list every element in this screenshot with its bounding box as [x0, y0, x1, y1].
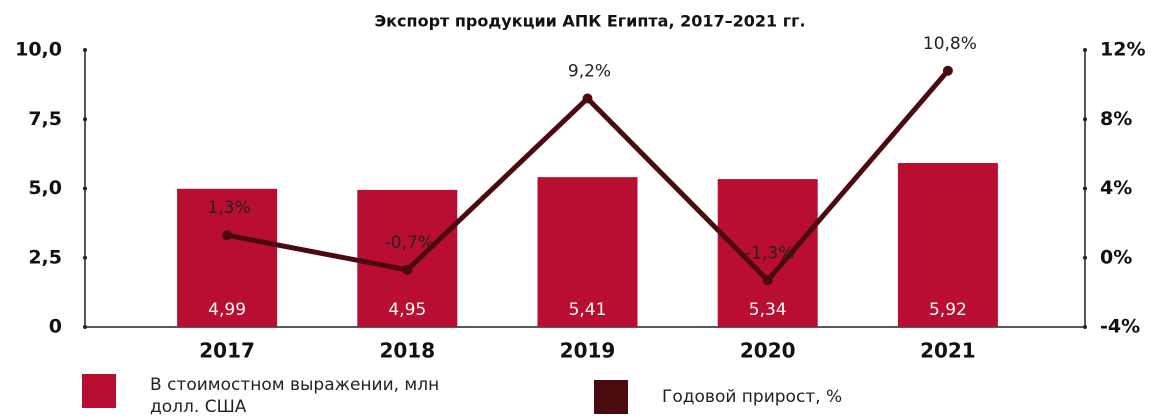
line-marker — [582, 93, 593, 104]
line-value-label: 1,3% — [207, 198, 250, 218]
y-tick-label: 5,0 — [28, 177, 62, 199]
y-tick-label: 10,0 — [15, 39, 62, 61]
tick-mark — [83, 48, 87, 52]
y2-tick-label: 0% — [1100, 246, 1132, 268]
y-tick-label: 2,5 — [28, 246, 62, 268]
y-tick-label: 7,5 — [28, 108, 62, 130]
tick-mark — [83, 325, 87, 329]
y2-tick-label: 8% — [1100, 108, 1132, 130]
line-marker — [762, 275, 773, 286]
tick-mark — [1083, 325, 1087, 329]
bar — [897, 163, 998, 327]
x-tick-label: 2019 — [560, 339, 616, 363]
bar-value-label: 5,34 — [749, 300, 787, 320]
chart: Экспорт продукции АПК Египта, 2017–2021 … — [15, 12, 1145, 363]
bar-value-label: 4,95 — [388, 300, 426, 320]
line-value-label: 9,2% — [568, 61, 611, 81]
line-marker — [942, 65, 953, 76]
tick-mark — [83, 117, 87, 122]
line-value-label: 10,8% — [923, 34, 977, 54]
tick-mark — [83, 186, 87, 191]
line-marker — [402, 264, 413, 275]
tick-mark — [1083, 48, 1087, 52]
bar-value-label: 4,99 — [208, 300, 246, 320]
tick-mark — [1083, 117, 1087, 122]
legend-label: В стоимостном выражении, млн долл. США — [150, 375, 440, 417]
y2-tick-label: 4% — [1100, 177, 1132, 199]
chart-title: Экспорт продукции АПК Египта, 2017–2021 … — [374, 12, 805, 31]
y2-tick-label: 12% — [1100, 39, 1145, 61]
line-value-label: -1,3% — [745, 243, 794, 263]
x-tick-label: 2017 — [199, 339, 255, 363]
bar — [717, 179, 818, 327]
legend-item: Годовой прирост, % — [594, 380, 842, 414]
bar — [537, 177, 638, 327]
legend-label: Годовой прирост, % — [662, 387, 843, 407]
tick-mark — [1083, 255, 1087, 260]
x-tick-label: 2020 — [740, 339, 796, 363]
y2-tick-label: -4% — [1100, 316, 1140, 338]
tick-mark — [1083, 186, 1087, 191]
line-value-label: -0,7% — [385, 233, 434, 253]
x-tick-label: 2018 — [379, 339, 435, 363]
bar — [357, 189, 458, 327]
legend-swatch — [594, 380, 628, 414]
tick-mark — [83, 255, 87, 260]
line-marker — [222, 230, 233, 241]
y-tick-label: 0 — [49, 316, 62, 338]
legend-item: В стоимостном выражении, млн долл. США — [82, 374, 482, 418]
bar-value-label: 5,41 — [569, 300, 607, 320]
legend-swatch — [82, 374, 116, 408]
bar — [177, 188, 278, 327]
x-tick-label: 2021 — [920, 339, 976, 363]
bar-value-label: 5,92 — [929, 300, 967, 320]
